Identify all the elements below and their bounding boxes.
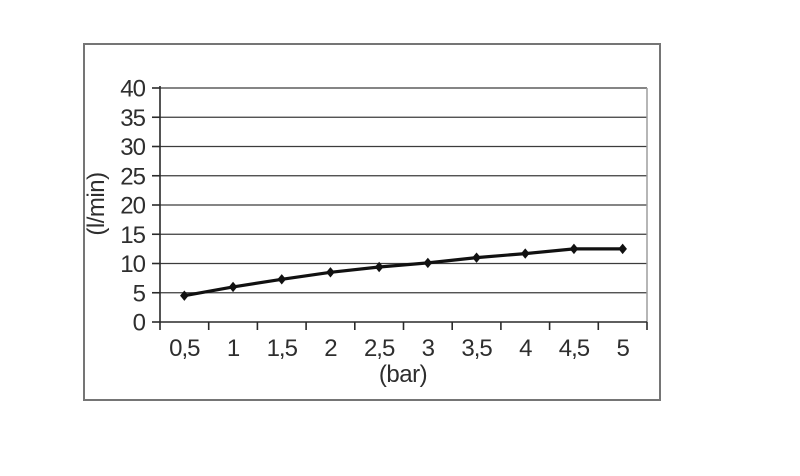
axes-and-ticks — [152, 86, 648, 330]
svg-text:0: 0 — [133, 310, 146, 337]
svg-text:0,5: 0,5 — [169, 335, 200, 362]
svg-text:3: 3 — [422, 335, 435, 362]
x-axis-tick-labels: 0,5 1 1,5 2 2,5 3 3,5 4 4,5 5 — [169, 335, 630, 362]
svg-text:3,5: 3,5 — [461, 335, 492, 362]
svg-text:5: 5 — [133, 280, 146, 307]
svg-text:5: 5 — [616, 335, 629, 362]
svg-text:10: 10 — [120, 251, 145, 278]
svg-text:20: 20 — [120, 193, 145, 220]
svg-text:1,5: 1,5 — [267, 335, 298, 362]
svg-text:1: 1 — [227, 335, 240, 362]
svg-text:15: 15 — [120, 222, 145, 249]
svg-text:40: 40 — [120, 76, 145, 103]
svg-text:35: 35 — [120, 105, 145, 132]
svg-text:25: 25 — [120, 163, 145, 190]
chart-frame-border — [83, 43, 661, 401]
gridlines — [160, 87, 647, 294]
svg-text:30: 30 — [120, 134, 145, 161]
svg-text:2: 2 — [324, 335, 337, 362]
y-axis-title: (l/min) — [83, 172, 110, 235]
svg-text:4: 4 — [519, 335, 532, 362]
x-axis-title: (bar) — [379, 361, 427, 388]
svg-text:2,5: 2,5 — [364, 335, 395, 362]
data-series-line — [180, 243, 627, 301]
svg-text:4,5: 4,5 — [559, 335, 590, 362]
